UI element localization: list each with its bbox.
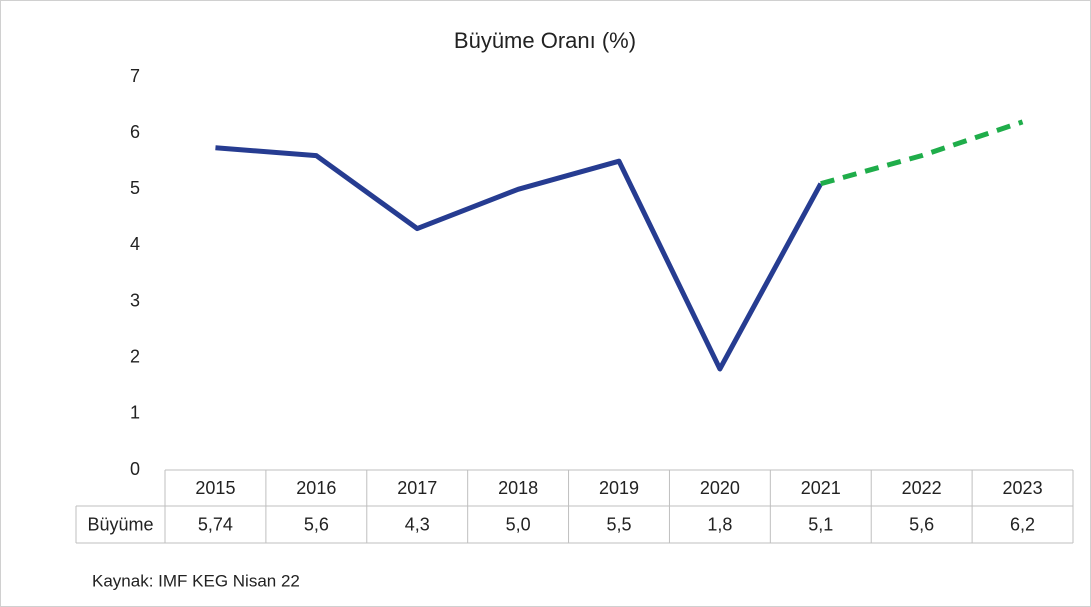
- y-tick-label: 3: [130, 290, 140, 310]
- x-tick-label: 2023: [1003, 478, 1043, 498]
- x-tick-label: 2016: [296, 478, 336, 498]
- source-note: Kaynak: IMF KEG Nisan 22: [92, 571, 300, 590]
- chart-title: Büyüme Oranı (%): [454, 28, 636, 53]
- y-tick-label: 1: [130, 403, 140, 423]
- y-tick-label: 4: [130, 234, 140, 254]
- table-row-header: Büyüme: [87, 514, 153, 534]
- y-tick-label: 2: [130, 346, 140, 366]
- x-tick-label: 2019: [599, 478, 639, 498]
- table-value: 5,5: [606, 514, 631, 534]
- y-tick-label: 0: [130, 459, 140, 479]
- x-tick-label: 2017: [397, 478, 437, 498]
- x-tick-label: 2015: [195, 478, 235, 498]
- x-tick-label: 2022: [902, 478, 942, 498]
- y-tick-label: 7: [130, 66, 140, 86]
- y-tick-label: 5: [130, 178, 140, 198]
- y-tick-label: 6: [130, 122, 140, 142]
- x-tick-label: 2020: [700, 478, 740, 498]
- table-value: 5,0: [506, 514, 531, 534]
- table-value: 5,6: [909, 514, 934, 534]
- series-line: [215, 145, 823, 372]
- x-tick-label: 2021: [801, 478, 841, 498]
- table-value: 6,2: [1010, 514, 1035, 534]
- table-value: 1,8: [707, 514, 732, 534]
- table-value: 5,1: [808, 514, 833, 534]
- x-tick-label: 2018: [498, 478, 538, 498]
- table-value: 4,3: [405, 514, 430, 534]
- table-value: 5,74: [198, 514, 233, 534]
- table-value: 5,6: [304, 514, 329, 534]
- forecast-line: [820, 119, 1024, 187]
